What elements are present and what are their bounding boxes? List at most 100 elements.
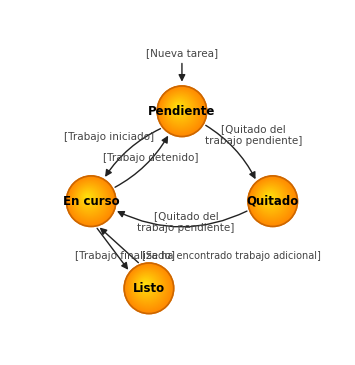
Circle shape <box>259 187 282 211</box>
Circle shape <box>70 180 111 222</box>
Circle shape <box>159 87 205 135</box>
Circle shape <box>157 86 207 137</box>
Circle shape <box>165 94 196 126</box>
Text: [Nueva tarea]: [Nueva tarea] <box>146 48 218 58</box>
Circle shape <box>141 280 151 290</box>
Circle shape <box>176 105 181 110</box>
Circle shape <box>248 177 296 226</box>
Circle shape <box>77 187 102 212</box>
Circle shape <box>252 180 292 220</box>
Text: [Quitado del
trabajo pendiente]: [Quitado del trabajo pendiente] <box>205 124 302 146</box>
Circle shape <box>163 92 199 129</box>
Circle shape <box>260 188 281 210</box>
Circle shape <box>137 276 155 295</box>
Circle shape <box>262 191 277 206</box>
Circle shape <box>138 278 153 293</box>
Circle shape <box>260 189 280 209</box>
Circle shape <box>67 177 115 226</box>
Circle shape <box>133 272 161 301</box>
Circle shape <box>177 106 179 108</box>
Circle shape <box>174 104 182 112</box>
Circle shape <box>264 193 274 203</box>
Circle shape <box>166 95 194 124</box>
Circle shape <box>131 270 164 304</box>
Circle shape <box>265 193 273 202</box>
Text: [Trabajo detenido]: [Trabajo detenido] <box>103 153 198 163</box>
Circle shape <box>170 99 189 118</box>
Circle shape <box>168 97 191 121</box>
Circle shape <box>82 192 94 204</box>
Text: En curso: En curso <box>63 195 120 208</box>
Circle shape <box>81 191 96 206</box>
Circle shape <box>170 99 189 119</box>
Circle shape <box>72 182 107 218</box>
Circle shape <box>172 101 186 115</box>
Circle shape <box>84 194 91 201</box>
Circle shape <box>77 187 100 211</box>
Circle shape <box>173 102 185 114</box>
Circle shape <box>162 91 200 130</box>
Circle shape <box>142 281 149 288</box>
Circle shape <box>75 185 103 214</box>
Text: Pendiente: Pendiente <box>148 105 215 118</box>
Circle shape <box>66 176 116 226</box>
Circle shape <box>140 279 152 291</box>
Circle shape <box>72 181 108 219</box>
Circle shape <box>83 193 93 203</box>
Text: Listo: Listo <box>133 282 165 295</box>
Text: Quitado: Quitado <box>247 195 299 208</box>
Circle shape <box>251 179 294 223</box>
Circle shape <box>254 182 289 218</box>
Text: [Se ha encontrado trabajo adicional]: [Se ha encontrado trabajo adicional] <box>142 251 321 261</box>
Circle shape <box>255 183 288 217</box>
Circle shape <box>136 275 157 297</box>
Circle shape <box>253 181 290 219</box>
Circle shape <box>135 274 158 298</box>
Circle shape <box>159 88 204 134</box>
Circle shape <box>79 189 99 209</box>
Circle shape <box>75 184 104 215</box>
Circle shape <box>85 195 90 200</box>
Circle shape <box>249 177 296 224</box>
Circle shape <box>266 194 272 201</box>
Circle shape <box>165 95 195 125</box>
Circle shape <box>263 191 276 205</box>
Circle shape <box>174 103 184 113</box>
Circle shape <box>256 184 286 215</box>
Text: [Trabajo iniciado]: [Trabajo iniciado] <box>64 131 154 142</box>
Circle shape <box>138 277 154 294</box>
Circle shape <box>132 272 162 302</box>
Circle shape <box>141 281 149 289</box>
Circle shape <box>267 195 272 200</box>
Circle shape <box>257 185 285 214</box>
Circle shape <box>160 89 203 132</box>
Circle shape <box>127 266 169 309</box>
Circle shape <box>144 283 146 285</box>
Circle shape <box>258 187 283 212</box>
Circle shape <box>135 273 159 299</box>
Circle shape <box>256 184 287 216</box>
Circle shape <box>164 93 197 127</box>
Circle shape <box>161 90 201 131</box>
Circle shape <box>264 192 275 204</box>
Circle shape <box>250 178 295 223</box>
Circle shape <box>160 89 202 132</box>
Circle shape <box>268 196 269 198</box>
Circle shape <box>163 92 198 128</box>
Text: [Trabajo finalizado]: [Trabajo finalizado] <box>75 251 175 261</box>
Circle shape <box>80 190 97 207</box>
Circle shape <box>69 179 112 223</box>
Circle shape <box>176 105 180 109</box>
Circle shape <box>248 176 297 226</box>
Text: [Quitado del
trabajo pendiente]: [Quitado del trabajo pendiente] <box>137 211 235 233</box>
Circle shape <box>126 265 171 311</box>
Circle shape <box>143 282 148 287</box>
Circle shape <box>143 283 147 286</box>
Circle shape <box>253 181 291 220</box>
Circle shape <box>82 191 95 205</box>
Circle shape <box>167 96 193 123</box>
Circle shape <box>261 189 279 208</box>
Circle shape <box>139 278 153 292</box>
Circle shape <box>71 180 110 220</box>
Circle shape <box>78 188 99 210</box>
